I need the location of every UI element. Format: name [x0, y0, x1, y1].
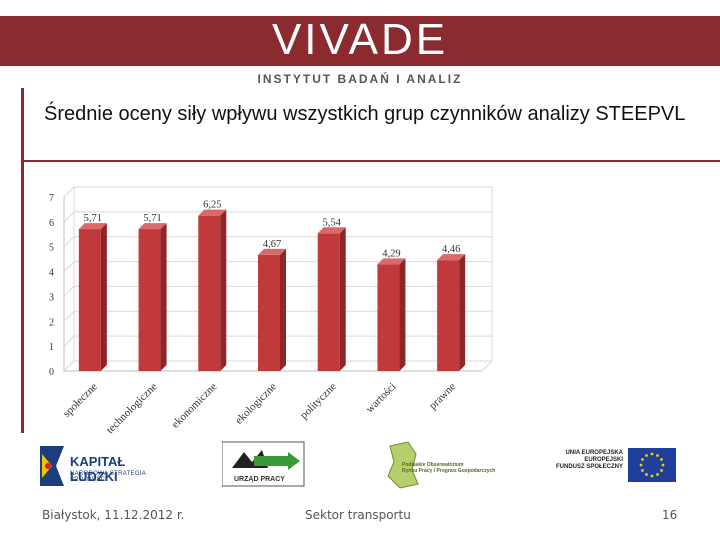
- data-label: 5,71: [84, 213, 102, 224]
- urzad-pracy-logo: URZĄD PRACY: [221, 440, 306, 490]
- eu-star: [650, 474, 654, 478]
- bar: [78, 229, 101, 371]
- eu-star: [656, 473, 659, 476]
- unia-line2: EUROPEJSKI: [584, 457, 623, 463]
- bar: [258, 254, 280, 371]
- bar-top: [377, 258, 406, 265]
- bar: [138, 229, 161, 371]
- data-label: 4,29: [382, 248, 400, 259]
- gridline: [63, 261, 492, 272]
- unia-line3: FUNDUSZ SPOŁECZNY: [555, 464, 623, 470]
- eu-star: [650, 452, 654, 456]
- data-label: 5,54: [323, 217, 342, 228]
- y-tick-label: 2: [49, 317, 54, 328]
- obserwatorium-logo: Podlaskie Obserwatorium Rynku Pracy i Pr…: [384, 440, 502, 490]
- bar-top: [437, 254, 466, 261]
- unia-line1: UNIA EUROPEJSKA: [565, 450, 623, 456]
- eu-star: [639, 463, 643, 467]
- gridline: [63, 310, 492, 322]
- y-tick-label: 0: [49, 367, 54, 378]
- kapital-ludzki-title: KAPITAŁ LUDZKI: [70, 454, 126, 484]
- y-tick-label: 6: [49, 218, 54, 229]
- y-tick-label: 3: [49, 292, 54, 303]
- data-label: 5,71: [143, 213, 161, 224]
- y-tick-label: 5: [49, 243, 54, 254]
- bar-top: [138, 223, 167, 230]
- unia-europejska-logo: UNIA EUROPEJSKA EUROPEJSKI FUNDUSZ SPOŁE…: [543, 440, 678, 490]
- eu-star: [660, 469, 663, 472]
- eu-star: [661, 463, 665, 467]
- x-tick-label: wartości: [364, 381, 399, 416]
- slide-title: Średnie oceny siły wpływu wszystkich gru…: [44, 103, 686, 125]
- podlasie-map-icon: [387, 441, 419, 489]
- x-tick-label: polityczne: [298, 381, 339, 422]
- bar-side: [459, 254, 466, 371]
- eu-star: [641, 469, 644, 472]
- bar-side: [220, 209, 227, 371]
- eu-star: [645, 454, 648, 457]
- unia-text: UNIA EUROPEJSKA EUROPEJSKI FUNDUSZ SPOŁE…: [543, 450, 623, 471]
- logo-subtitle: INSTYTUT BADAŃ I ANALIZ: [257, 72, 463, 86]
- data-label: 6,25: [203, 200, 221, 211]
- bar-chart: 0 1 2 3 4 5 6 7 5,71 społeczne 5,71 technologiczne 6…: [49, 186, 493, 437]
- kapital-ludzki-logo: KAPITAŁ LUDZKI NARODOWA STRATEGIA SPÓJNO…: [36, 440, 176, 490]
- x-tick-label: prawne: [427, 381, 458, 412]
- bar-top: [78, 223, 107, 230]
- bar-side: [100, 223, 107, 371]
- y-tick-label: 4: [49, 268, 54, 279]
- footer-section: Sektor transportu: [305, 508, 411, 522]
- logo-text: VIVADE: [271, 15, 449, 64]
- vivade-logo: VIVADE: [0, 10, 720, 70]
- obserwatorium-line2: Rynku Pracy i Prognoz Gospodarczych: [402, 468, 496, 474]
- bar-top: [258, 248, 286, 255]
- eu-star: [641, 458, 644, 461]
- gridline: [63, 285, 492, 297]
- gridline: [63, 211, 492, 223]
- gridline: [63, 236, 492, 248]
- kapital-ludzki-emblem-icon: [40, 446, 64, 486]
- eu-flag-icon: [628, 448, 676, 482]
- bar-side: [339, 227, 346, 371]
- x-tick-label: ekonomiczne: [169, 381, 219, 431]
- bar: [317, 233, 340, 371]
- urzad-pracy-label: URZĄD PRACY: [234, 476, 285, 483]
- bar-side: [399, 258, 406, 371]
- bar: [377, 264, 400, 371]
- eu-star: [656, 454, 659, 457]
- accent-vertical-line: [21, 88, 24, 433]
- x-tick-label: technologiczne: [104, 381, 160, 437]
- obserwatorium-text: Podlaskie Obserwatorium Rynku Pracy i Pr…: [402, 462, 502, 474]
- bar-top: [198, 209, 227, 216]
- bar: [437, 260, 460, 371]
- bar-side: [280, 248, 286, 371]
- bar-top: [317, 227, 346, 234]
- x-tick-label: ekologiczne: [233, 381, 279, 427]
- bar-side: [160, 223, 167, 371]
- data-label: 4,46: [442, 244, 460, 255]
- page-number: 16: [662, 508, 678, 522]
- obserwatorium-line1: Podlaskie Obserwatorium: [402, 462, 464, 468]
- kapital-ludzki-subtitle: NARODOWA STRATEGIA SPÓJNOŚCI: [70, 471, 146, 483]
- urzad-pracy-emblem-icon: [221, 441, 305, 487]
- y-tick-label: 1: [49, 342, 54, 353]
- x-tick-label: społeczne: [61, 381, 100, 420]
- gridline: [63, 186, 492, 198]
- eu-star: [645, 473, 648, 476]
- data-label: 4,67: [263, 239, 281, 250]
- eu-star: [660, 458, 663, 461]
- gridline: [63, 335, 492, 347]
- gridline: [63, 360, 492, 372]
- header-band: [0, 16, 720, 66]
- y-tick-label: 7: [49, 193, 54, 204]
- bar: [198, 215, 221, 371]
- footer-date: Białystok, 11.12.2012 r.: [42, 508, 185, 522]
- accent-horizontal-line: [21, 160, 720, 162]
